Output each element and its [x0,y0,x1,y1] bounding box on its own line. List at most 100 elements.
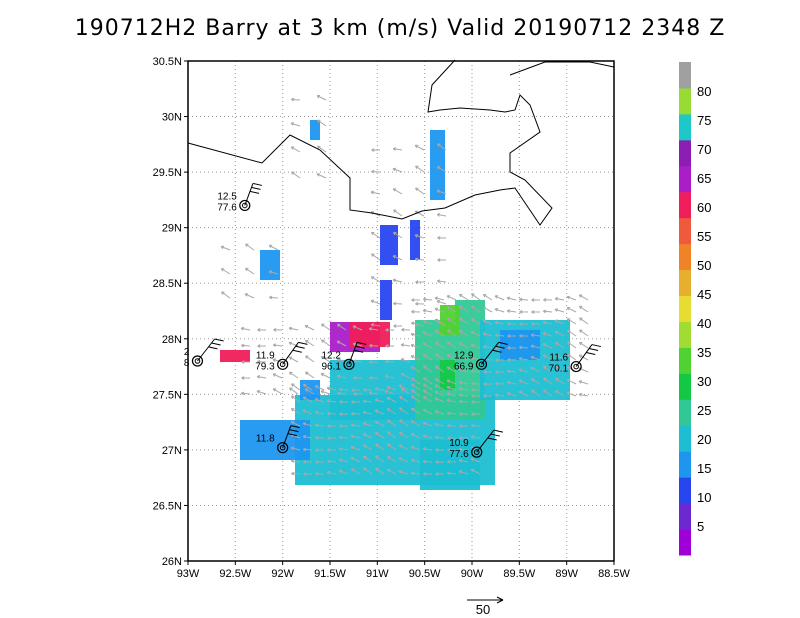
wind-vector-head [422,408,427,413]
wind-vector-head [437,258,441,262]
wind-vector-head [352,359,357,364]
wind-vector [369,392,379,395]
wind-vector-head [398,457,403,461]
colorbar-swatch [679,217,691,245]
wind-vector [291,171,301,179]
observation-speed-label: 11.9 [256,350,275,361]
wind-vector-head [385,359,389,364]
wind-vector-head [531,310,535,314]
wind-vector-head [554,319,559,323]
wind-vector [411,407,421,415]
wind-vector [459,448,469,451]
wind-vector-head [368,391,373,396]
wind-vector-head [554,308,559,312]
wind-vector-head [482,319,487,323]
observation-ring [475,358,488,370]
wind-vector [351,468,361,475]
wind-vector [542,321,553,325]
wind-vector-head [375,443,379,447]
wind-vector-head [320,390,325,394]
wind-vector-head [240,326,245,331]
wind-vector-head [386,456,391,460]
wind-vector-head [470,468,475,473]
wind-vector [384,375,395,379]
wind-vector-head [435,365,439,370]
wind-vector-head [482,332,487,336]
colorbar-swatch [679,373,691,400]
wind-vector [470,331,481,337]
wind-vector-head [327,424,331,428]
observation-direction-label: 77.6 [449,449,469,460]
wind-vector-head [506,296,511,301]
wind-vector-head [458,342,463,346]
wind-vector-head [447,436,451,440]
wind-vector-head [555,353,559,357]
colorbar-label: 50 [697,258,711,273]
wind-vector [375,388,385,391]
wind-vector-head [374,409,379,414]
wind-vector-head [543,389,547,393]
wind-vector-head [458,367,463,372]
wind-vector-head [241,376,245,380]
wind-vector-head [392,231,397,236]
wind-vector-head [410,433,415,437]
wind-vector-head [339,435,343,440]
wind-vector [423,460,433,463]
wind-vector [398,444,409,451]
wind-vector [315,424,325,427]
wind-vector [434,319,445,325]
wind-vector [386,397,397,403]
wind-vector [399,431,409,439]
wind-vector [437,214,447,217]
wind-vector-head [567,329,571,334]
wind-vector-head [422,308,427,313]
wind-vector-head [304,324,309,329]
wind-vector-head [314,385,319,389]
wind-vector-head [578,294,583,298]
wind-vector-head [316,173,321,177]
wind-vector [414,234,425,239]
wind-vector-head [326,386,331,391]
wind-vector [578,380,589,385]
wind-vector [471,318,481,325]
observation-center [194,358,201,364]
wind-vector [519,346,529,349]
wind-vector [530,345,541,349]
wind-vector-head [446,317,451,322]
wind-vector-head [317,119,321,123]
wind-vector-head [273,327,277,332]
wind-vector-head [241,343,245,348]
wind-vector [459,400,469,403]
wind-vector-head [288,356,293,360]
wind-vector [435,436,445,439]
colorbar-swatch [679,139,691,167]
wind-vector-head [422,320,427,324]
wind-vector-head [414,144,419,149]
wind-vector [288,356,299,363]
wind-vector [470,468,481,475]
wind-barb-flag [252,182,263,186]
wind-vector-head [423,459,427,464]
wind-vector-head [434,330,439,334]
wind-vector [436,300,447,305]
wind-vector [482,306,493,313]
colorbar-label: 10 [697,490,711,505]
wind-vector-head [291,171,295,175]
wind-vector-head [471,400,475,404]
wind-vector-head [446,379,451,383]
wind-vector-head [371,253,375,257]
wind-vector-head [471,305,475,310]
wind-vector-head [415,165,419,169]
wind-vector-head [435,341,439,345]
wind-vector [579,317,589,325]
wind-vector-head [470,356,475,361]
wind-vector-head [370,299,375,304]
wind-vector [458,355,469,361]
wind-vector-head [567,341,571,345]
wind-vector-head [422,447,427,451]
wind-vector-head [336,323,341,328]
wind-vector-head [290,408,295,412]
wind-vector-head [458,329,463,334]
wind-vector-head [353,376,357,380]
wind-vector [314,411,325,415]
